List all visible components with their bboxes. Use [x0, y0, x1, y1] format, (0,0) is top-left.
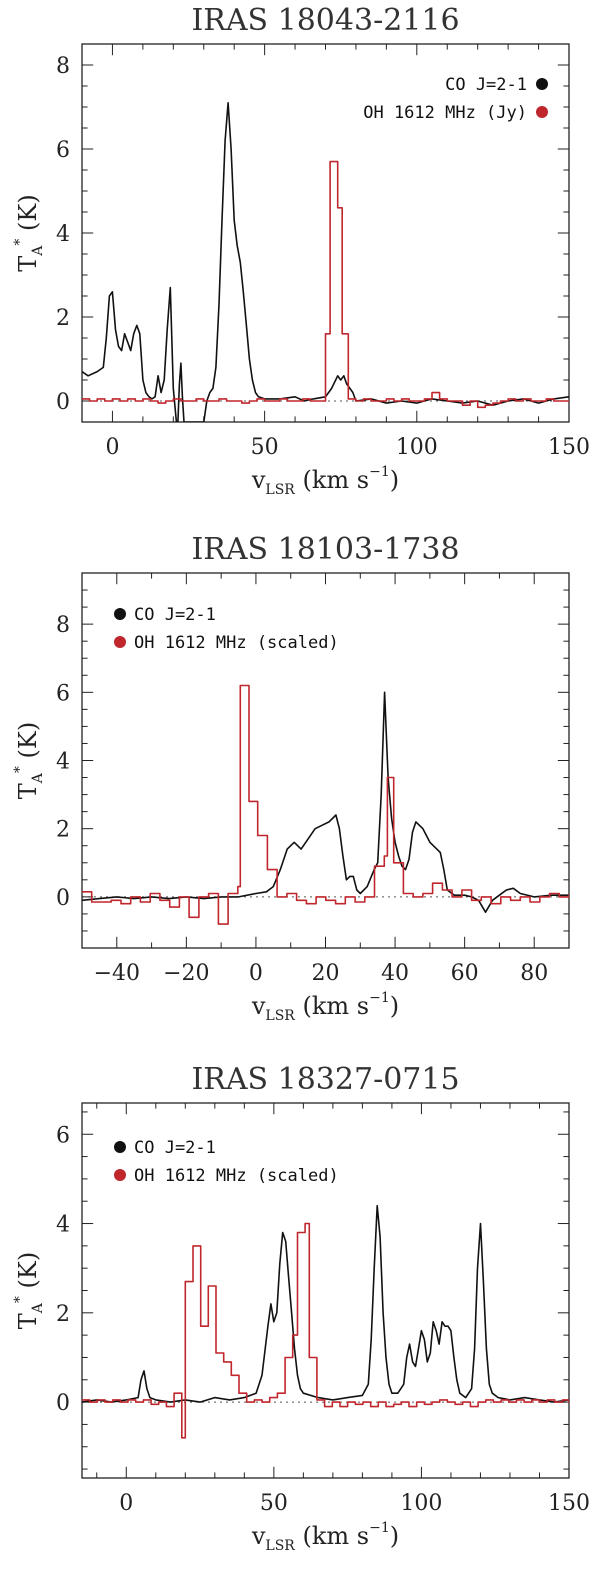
series-line-co	[82, 1204, 569, 1403]
x-tick-label: 50	[260, 1491, 288, 1516]
x-tick-label: 100	[396, 435, 438, 460]
y-axis-label: TA* (K)	[12, 1252, 46, 1329]
y-tick-label: 2	[56, 306, 70, 331]
y-tick-label: 8	[56, 54, 70, 79]
y-tick-label: 4	[56, 750, 70, 775]
y-tick-label: 6	[56, 681, 70, 706]
series-line-co	[82, 691, 569, 913]
x-tick-label: 50	[251, 435, 279, 460]
y-axis-label: TA* (K)	[12, 194, 46, 271]
x-tick-label: 150	[548, 1491, 590, 1516]
x-axis-label: vLSR (km s−1)	[251, 464, 399, 498]
series-line-oh	[82, 684, 569, 925]
chart-panel-1: IRAS 18043-2116 0 50 100 150 0 2 4 6 8 vLSR (km s−…	[12, 3, 590, 498]
y-tick-label: 4	[56, 1213, 70, 1238]
legend-marker	[114, 636, 126, 648]
plot-frame	[81, 1102, 570, 1479]
legend-marker	[536, 78, 548, 90]
series-line-oh	[82, 160, 569, 409]
x-tick-label: −20	[163, 961, 209, 986]
x-tick-label: 100	[400, 1491, 442, 1516]
legend-label: OH 1612 MHz (scaled)	[134, 633, 339, 653]
legend-label: CO J=2-1	[445, 75, 527, 95]
x-tick-label: 60	[451, 961, 479, 986]
x-tick-label: 40	[381, 961, 409, 986]
legend-marker	[114, 1141, 126, 1153]
legend-marker	[536, 106, 548, 118]
legend-marker	[114, 608, 126, 620]
legend-label: OH 1612 MHz (Jy)	[363, 103, 527, 123]
x-tick-label: 0	[249, 961, 263, 986]
y-tick-label: 2	[56, 1302, 70, 1327]
y-tick-label: 2	[56, 818, 70, 843]
y-tick-label: 8	[56, 613, 70, 638]
chart-title: IRAS 18103-1738	[191, 532, 459, 567]
legend-label: OH 1612 MHz (scaled)	[134, 1166, 339, 1186]
legend-label: CO J=2-1	[134, 1138, 216, 1158]
x-tick-label: 20	[312, 961, 340, 986]
chart-panel-3: IRAS 18327-0715 0 50 100 150 0 2 4 6 vLSR (km s−1…	[12, 1062, 590, 1554]
chart-panel-2: IRAS 18103-1738 −40 −20 0 20 40 60 80 0 2 4 6 8 vLSR …	[12, 532, 570, 1024]
x-axis-label: vLSR (km s−1)	[251, 1520, 399, 1554]
x-axis-label: vLSR (km s−1)	[251, 990, 399, 1024]
x-tick-label: 0	[105, 435, 119, 460]
y-tick-label: 4	[56, 222, 70, 247]
chart-title: IRAS 18043-2116	[191, 3, 459, 38]
series-line-oh	[82, 1222, 569, 1439]
x-tick-label: −40	[94, 961, 140, 986]
x-tick-label: 150	[548, 435, 590, 460]
legend-label: CO J=2-1	[134, 605, 216, 625]
legend-marker	[114, 1169, 126, 1181]
chart-title: IRAS 18327-0715	[191, 1062, 459, 1097]
plot-frame	[81, 572, 570, 949]
x-tick-label: 0	[119, 1491, 133, 1516]
x-tick-label: 80	[520, 961, 548, 986]
y-tick-label: 6	[56, 138, 70, 163]
y-tick-label: 0	[56, 1391, 70, 1416]
y-axis-label: TA* (K)	[12, 722, 46, 799]
y-tick-label: 6	[56, 1123, 70, 1148]
y-tick-label: 0	[56, 390, 70, 415]
y-tick-label: 0	[56, 886, 70, 911]
